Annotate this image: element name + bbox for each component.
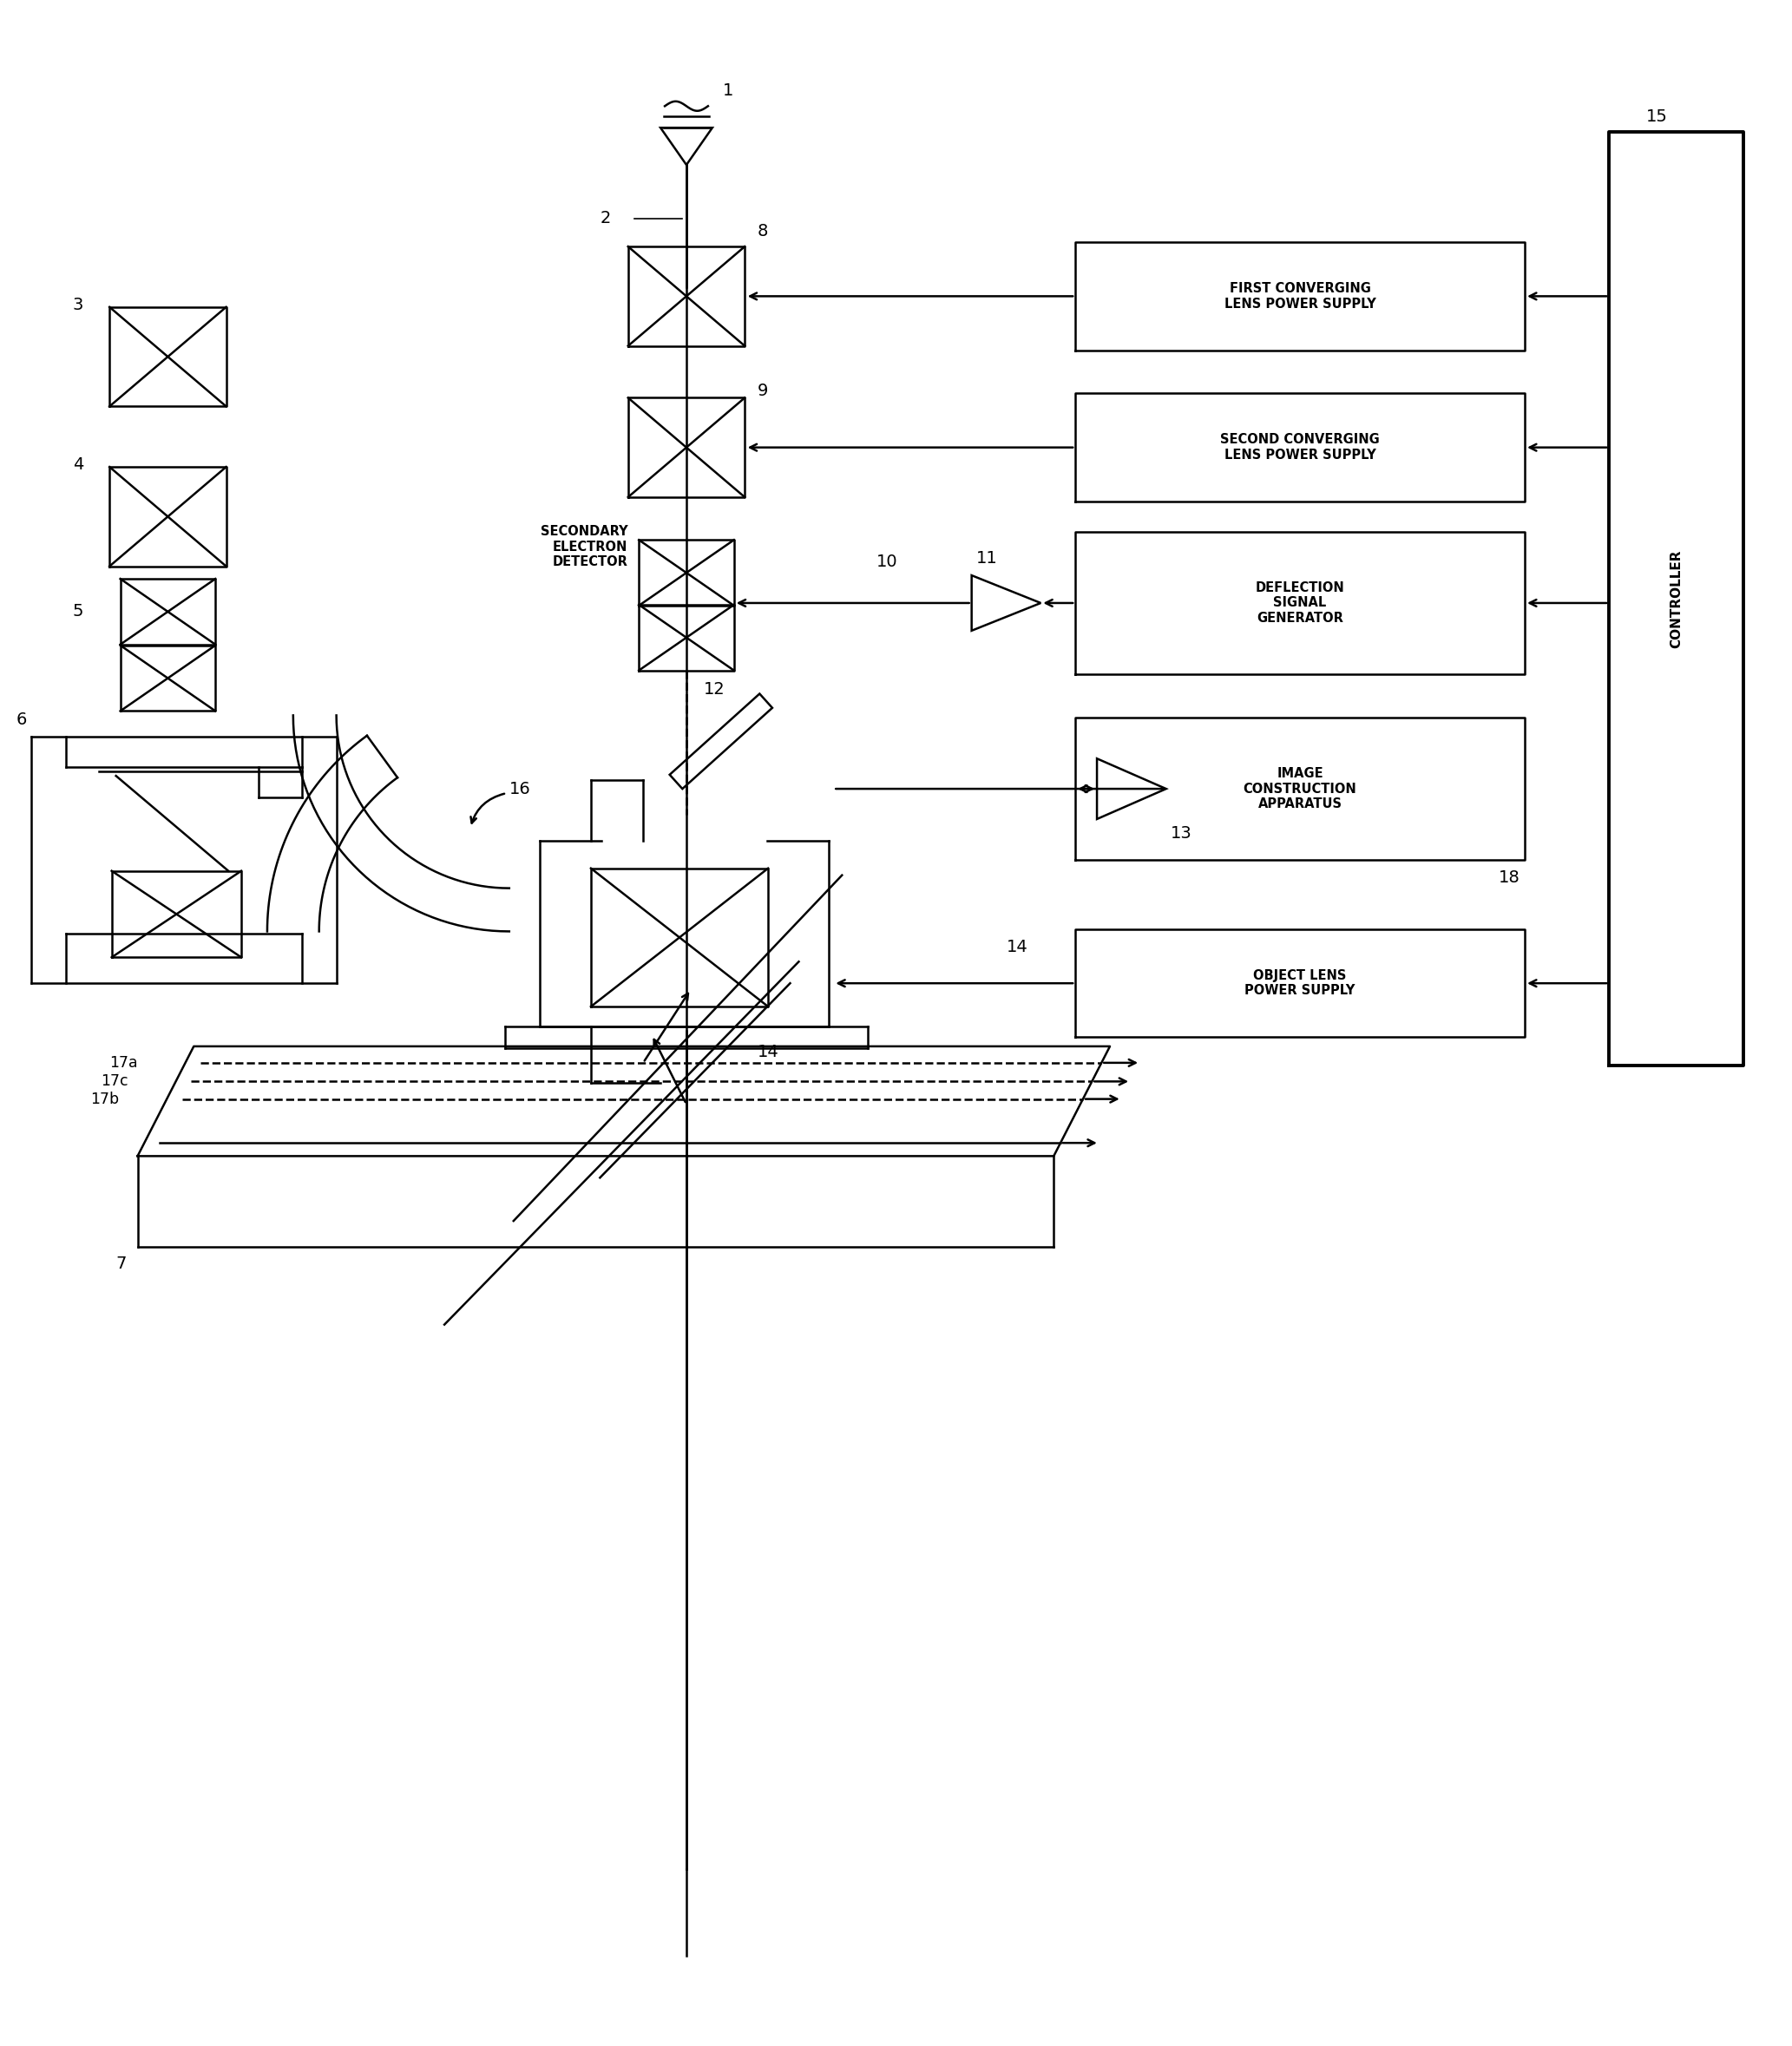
Text: SECONDARY
ELECTRON
DETECTOR: SECONDARY ELECTRON DETECTOR <box>541 526 627 569</box>
Text: 5: 5 <box>73 604 84 620</box>
Polygon shape <box>670 694 772 790</box>
Text: 9: 9 <box>758 383 769 399</box>
Text: IMAGE
CONSTRUCTION
APPARATUS: IMAGE CONSTRUCTION APPARATUS <box>1244 767 1357 810</box>
Text: 6: 6 <box>16 712 27 728</box>
Text: CONTROLLER: CONTROLLER <box>1670 550 1683 649</box>
Text: 3: 3 <box>73 297 84 313</box>
Text: 12: 12 <box>704 681 726 698</box>
Text: OBJECT LENS
POWER SUPPLY: OBJECT LENS POWER SUPPLY <box>1245 970 1355 996</box>
Text: SECOND CONVERGING
LENS POWER SUPPLY: SECOND CONVERGING LENS POWER SUPPLY <box>1220 434 1380 462</box>
Text: 11: 11 <box>977 550 998 567</box>
Text: 2: 2 <box>600 211 611 227</box>
Text: 14: 14 <box>1007 939 1029 955</box>
Text: 14: 14 <box>758 1043 780 1060</box>
Text: DEFLECTION
SIGNAL
GENERATOR: DEFLECTION SIGNAL GENERATOR <box>1256 581 1344 624</box>
Text: 17b: 17b <box>91 1091 120 1107</box>
Text: 8: 8 <box>758 223 769 239</box>
Text: 1: 1 <box>722 82 733 98</box>
Text: 18: 18 <box>1498 870 1520 886</box>
Text: 17a: 17a <box>109 1056 138 1070</box>
Text: 15: 15 <box>1645 108 1667 125</box>
Text: FIRST CONVERGING
LENS POWER SUPPLY: FIRST CONVERGING LENS POWER SUPPLY <box>1224 282 1376 311</box>
Text: 13: 13 <box>1170 825 1192 843</box>
Text: 7: 7 <box>116 1256 127 1273</box>
Text: 4: 4 <box>73 456 84 473</box>
Text: 16: 16 <box>509 782 530 798</box>
Text: 10: 10 <box>876 552 898 569</box>
Text: 17c: 17c <box>100 1074 129 1088</box>
